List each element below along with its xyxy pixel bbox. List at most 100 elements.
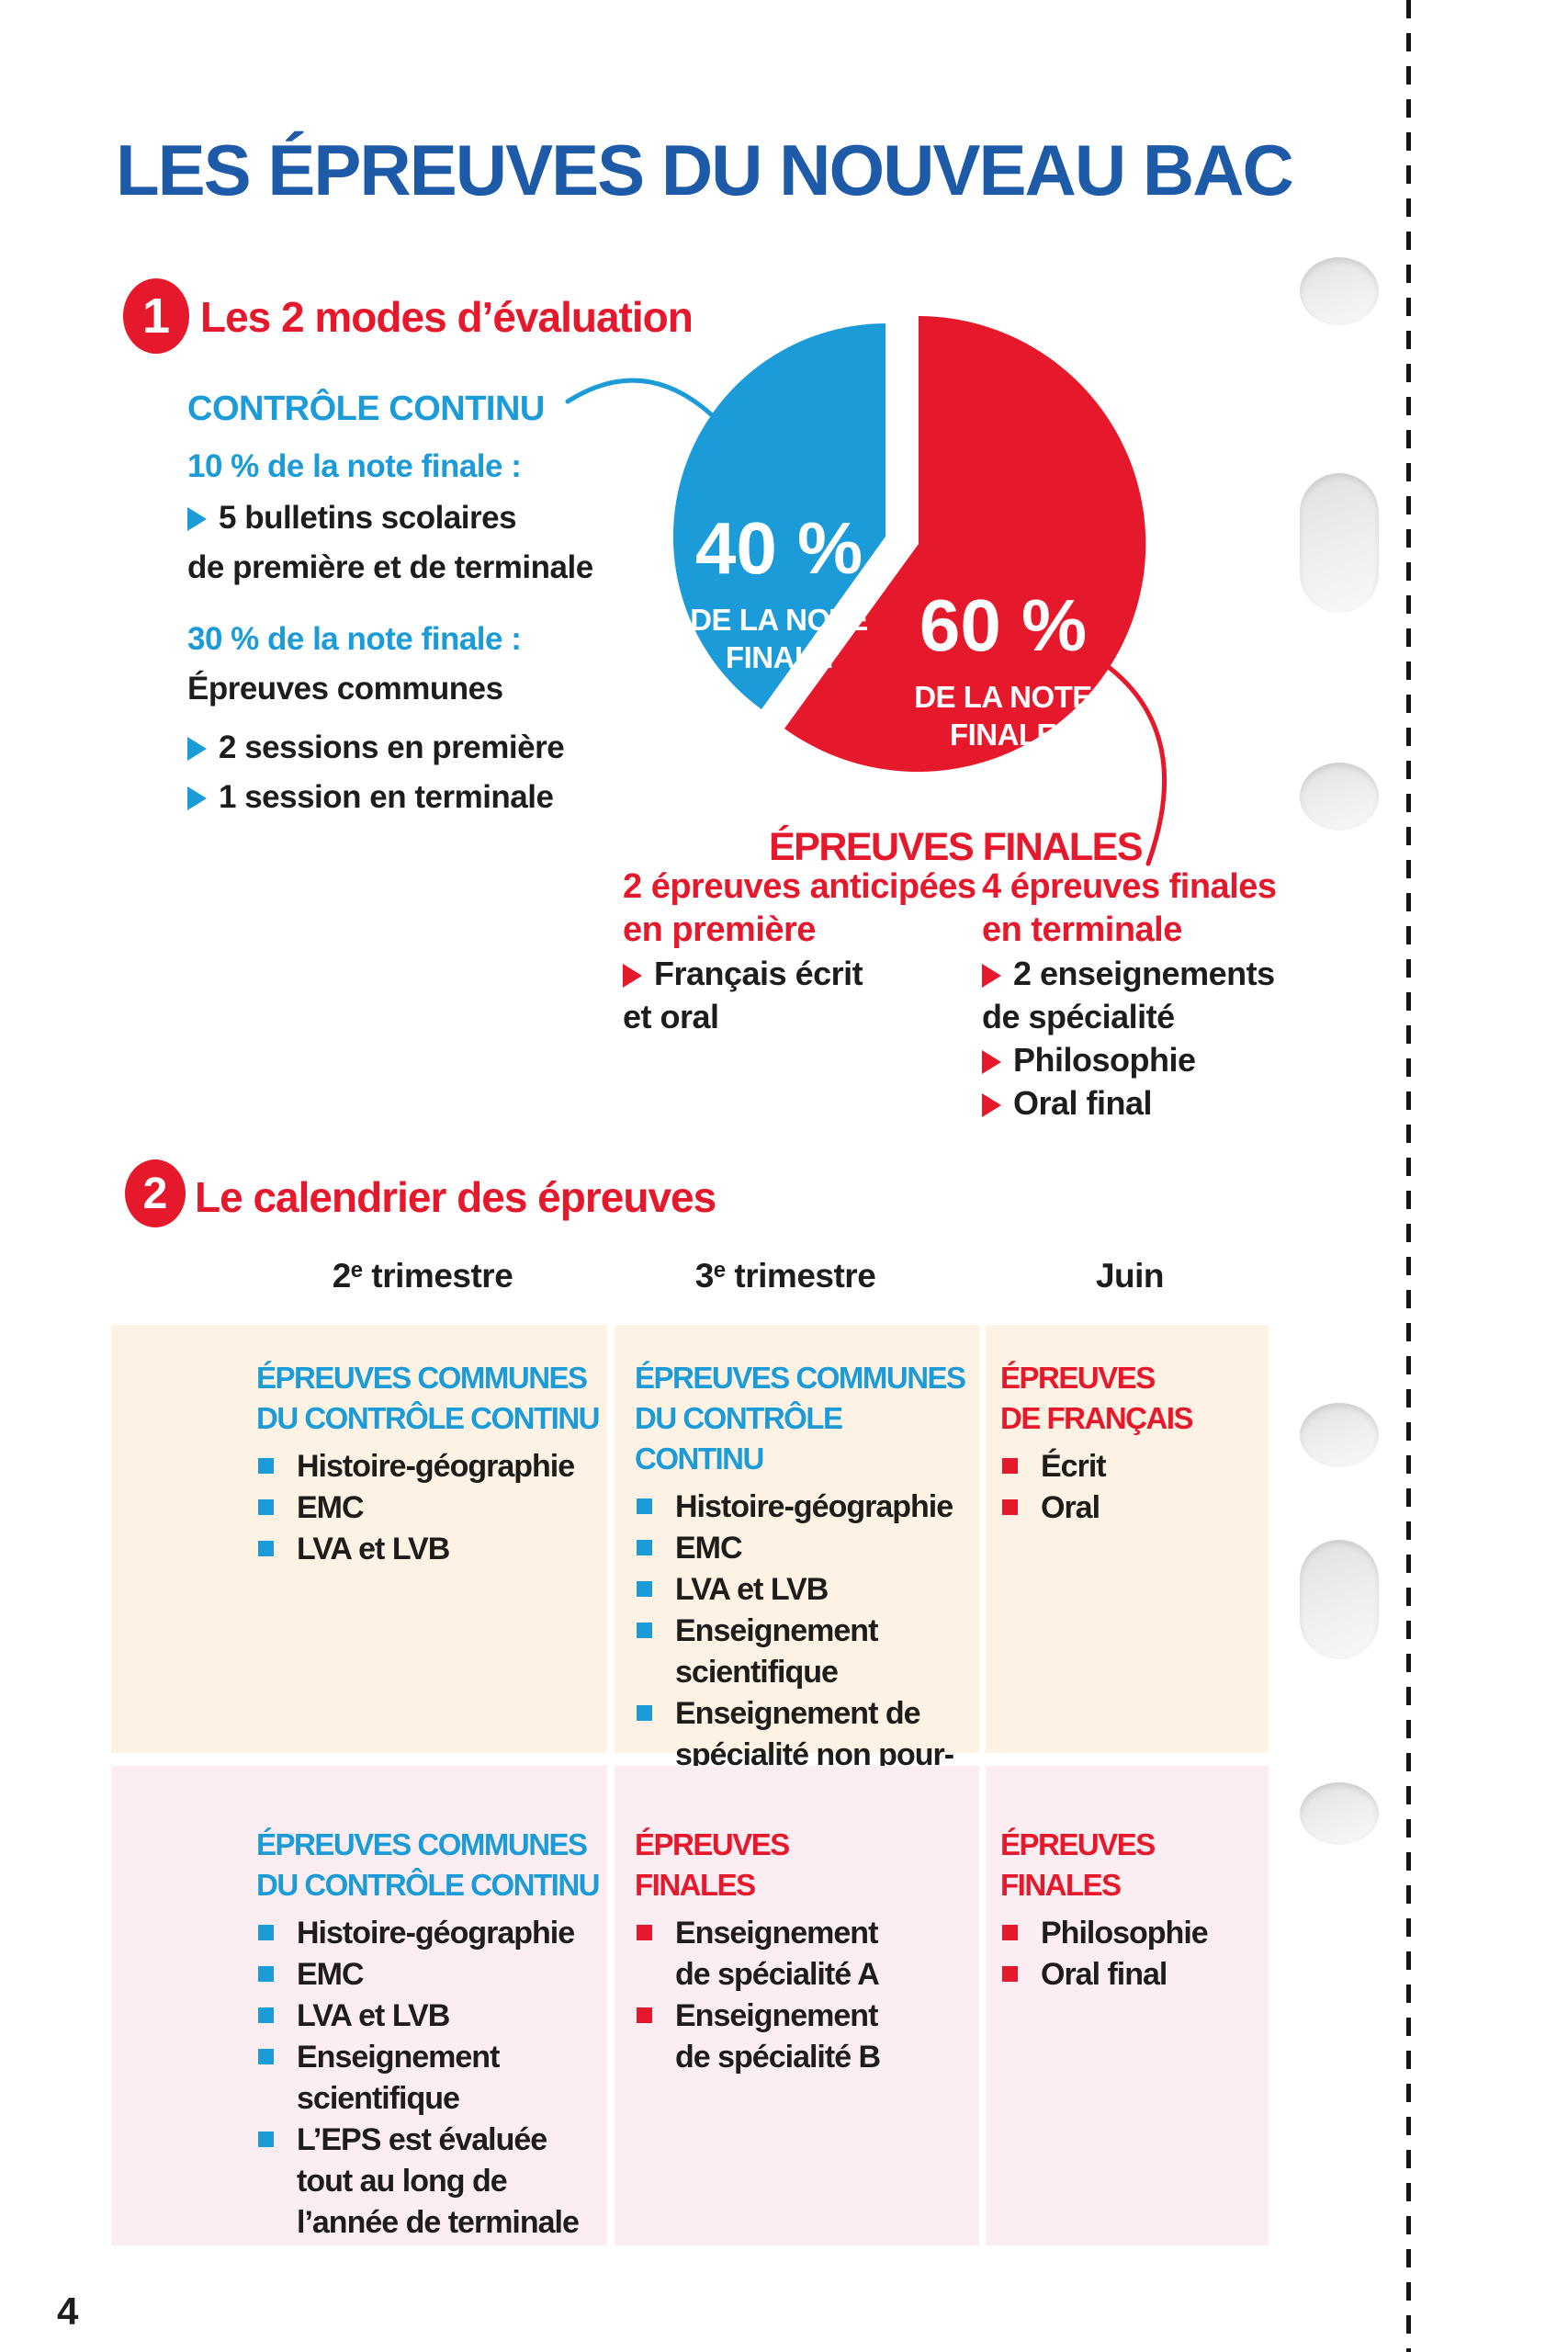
binder-slot-icon (1300, 473, 1379, 613)
cell-item: Enseignement scientifique (256, 2037, 600, 2120)
header-num: 3 (694, 1257, 715, 1295)
cell-item-label: Philosophie (1041, 1916, 1209, 1951)
square-bullet-icon (637, 1540, 652, 1555)
controle-continu-10pct: 10 % de la note finale : (187, 448, 522, 484)
square-bullet-icon (258, 2132, 274, 2147)
epreuves-finales-terminale: 4 épreuves finales en terminale 2 enseig… (982, 865, 1340, 1125)
square-bullet-icon (1002, 1925, 1018, 1940)
cell-item-label: EMC (297, 1957, 365, 1992)
section1-heading: Les 2 modes d’évaluation (200, 293, 694, 341)
square-bullet-icon (637, 1925, 652, 1940)
square-bullet-icon (258, 1925, 274, 1940)
cell-heading: ÉPREUVES FINALES (635, 1827, 790, 1902)
pie-label-40: 40 % DE LA NOTE FINALE (667, 511, 891, 676)
premiere-bullet1-cont: et oral (623, 998, 719, 1035)
pie-60-sublabel: DE LA NOTE FINALE (914, 680, 1092, 752)
triangle-bullet-icon (187, 507, 207, 531)
triangle-bullet-icon (982, 1093, 1001, 1117)
premiere-heading: 2 épreuves anticipées en première (623, 867, 976, 949)
header-rest: trimestre (725, 1257, 876, 1295)
cell-item: LVA et LVB (256, 1529, 600, 1570)
cell-heading: ÉPREUVES FINALES (1000, 1827, 1156, 1902)
terminale-bullet1: 2 enseignements (982, 952, 1340, 995)
cell-item: Enseignement scientifique (635, 1611, 972, 1693)
cell-heading: ÉPREUVES COMMUNES DU CONTRÔLE CONTINU (635, 1361, 966, 1476)
cell-item: LVA et LVB (635, 1569, 972, 1611)
section2-badge: 2 (125, 1159, 186, 1227)
controle-continu-bullet2-label: 2 sessions en première (219, 729, 565, 765)
cell-item: Histoire-géographie (256, 1913, 600, 1954)
section2-heading: Le calendrier des épreuves (195, 1173, 716, 1221)
square-bullet-icon (637, 1623, 652, 1638)
cell-heading: ÉPREUVES DE FRANÇAIS (1000, 1361, 1194, 1435)
terminale-bullet2: Philosophie (982, 1038, 1340, 1081)
cell-item: L’EPS est évaluée tout au long de l’anné… (256, 2120, 600, 2244)
cell-premiere-trimestre2: ÉPREUVES COMMUNES DU CONTRÔLE CONTINU Hi… (111, 1325, 607, 1753)
cell-item: Écrit (1000, 1446, 1265, 1487)
cell-item: Oral (1000, 1487, 1265, 1529)
cell-item-label: LVA et LVB (297, 1532, 450, 1566)
square-bullet-icon (637, 1581, 652, 1597)
binder-hole-icon (1300, 1403, 1379, 1467)
epreuves-finales-title: ÉPREUVES FINALES (768, 825, 1144, 869)
triangle-bullet-icon (623, 964, 642, 988)
header-sup: e (713, 1258, 726, 1283)
page-number: 4 (57, 2290, 79, 2333)
page-title: LES ÉPREUVES DU NOUVEAU BAC (116, 130, 1294, 210)
cell-item: EMC (256, 1487, 600, 1529)
cell-item: Philosophie (1000, 1913, 1265, 1954)
header-sup: e (350, 1258, 363, 1283)
terminale-heading: 4 épreuves finales en terminale (982, 867, 1277, 949)
square-bullet-icon (1002, 1499, 1018, 1515)
cell-premiere-trimestre3: ÉPREUVES COMMUNES DU CONTRÔLE CONTINU Hi… (615, 1325, 979, 1814)
cell-item-label: L’EPS est évaluée tout au long de l’anné… (297, 2122, 580, 2240)
cell-item-label: Enseignement de spécialité B (675, 1998, 881, 2075)
controle-continu-bullet1-cont: de première et de terminale (187, 549, 593, 585)
column-header-juin: Juin (983, 1257, 1277, 1295)
dashed-cut-line (1406, 0, 1411, 2352)
cell-item-label: Enseignement de spécialité A (675, 1916, 880, 1992)
terminale-bullet2-label: Philosophie (1013, 1041, 1196, 1079)
terminale-bullet3: Oral final (982, 1081, 1340, 1125)
terminale-bullet3-label: Oral final (1013, 1084, 1153, 1122)
section2-number: 2 (142, 1169, 168, 1218)
cell-item-label: Enseignement scientifique (675, 1613, 878, 1690)
square-bullet-icon (258, 2049, 274, 2064)
controle-continu-bullet3: 1 session en terminale (187, 779, 554, 816)
pie-label-60: 60 % DE LA NOTE FINALE (889, 588, 1117, 753)
cell-item: Histoire-géographie (256, 1446, 600, 1487)
cell-item-label: Histoire-géographie (675, 1489, 953, 1524)
cell-item: Enseignement de spécialité B (635, 1996, 972, 2078)
column-header-trimestre3: 3e trimestre (638, 1257, 932, 1295)
cell-item-label: Enseignement scientifique (297, 2040, 500, 2116)
cell-heading: ÉPREUVES COMMUNES DU CONTRÔLE CONTINU (256, 1361, 600, 1435)
cell-item-label: Écrit (1041, 1449, 1107, 1484)
cell-item: EMC (635, 1528, 972, 1569)
section1-number: 1 (141, 288, 171, 344)
pie-40-percent: 40 % (694, 507, 863, 589)
cell-item: Oral final (1000, 1954, 1265, 1996)
cell-terminale-trimestre3: ÉPREUVES FINALES Enseignement de spécial… (615, 1766, 979, 2245)
epreuves-finales-premiere: 2 épreuves anticipées en première França… (623, 865, 981, 1038)
cell-item: EMC (256, 1954, 600, 1996)
column-header-trimestre2: 2e trimestre (276, 1257, 570, 1295)
triangle-bullet-icon (187, 786, 207, 810)
triangle-bullet-icon (982, 964, 1001, 988)
cell-heading: ÉPREUVES COMMUNES DU CONTRÔLE CONTINU (256, 1827, 600, 1902)
triangle-bullet-icon (187, 737, 207, 761)
cell-item: LVA et LVB (256, 1996, 600, 2037)
pie-60-percent: 60 % (919, 584, 1088, 666)
header-rest: Juin (1095, 1257, 1165, 1295)
controle-continu-bullet2: 2 sessions en première (187, 729, 565, 766)
square-bullet-icon (258, 1499, 274, 1515)
controle-continu-title: CONTRÔLE CONTINU (187, 390, 545, 428)
square-bullet-icon (258, 2007, 274, 2023)
square-bullet-icon (1002, 1966, 1018, 1982)
header-rest: trimestre (362, 1257, 513, 1295)
cell-item-label: Histoire-géographie (297, 1916, 575, 1951)
binder-hole-icon (1300, 1782, 1379, 1845)
cell-item-label: Oral final (1041, 1957, 1168, 1992)
binder-hole-icon (1300, 763, 1379, 831)
terminale-bullet1-label: 2 enseignements (1013, 955, 1275, 992)
